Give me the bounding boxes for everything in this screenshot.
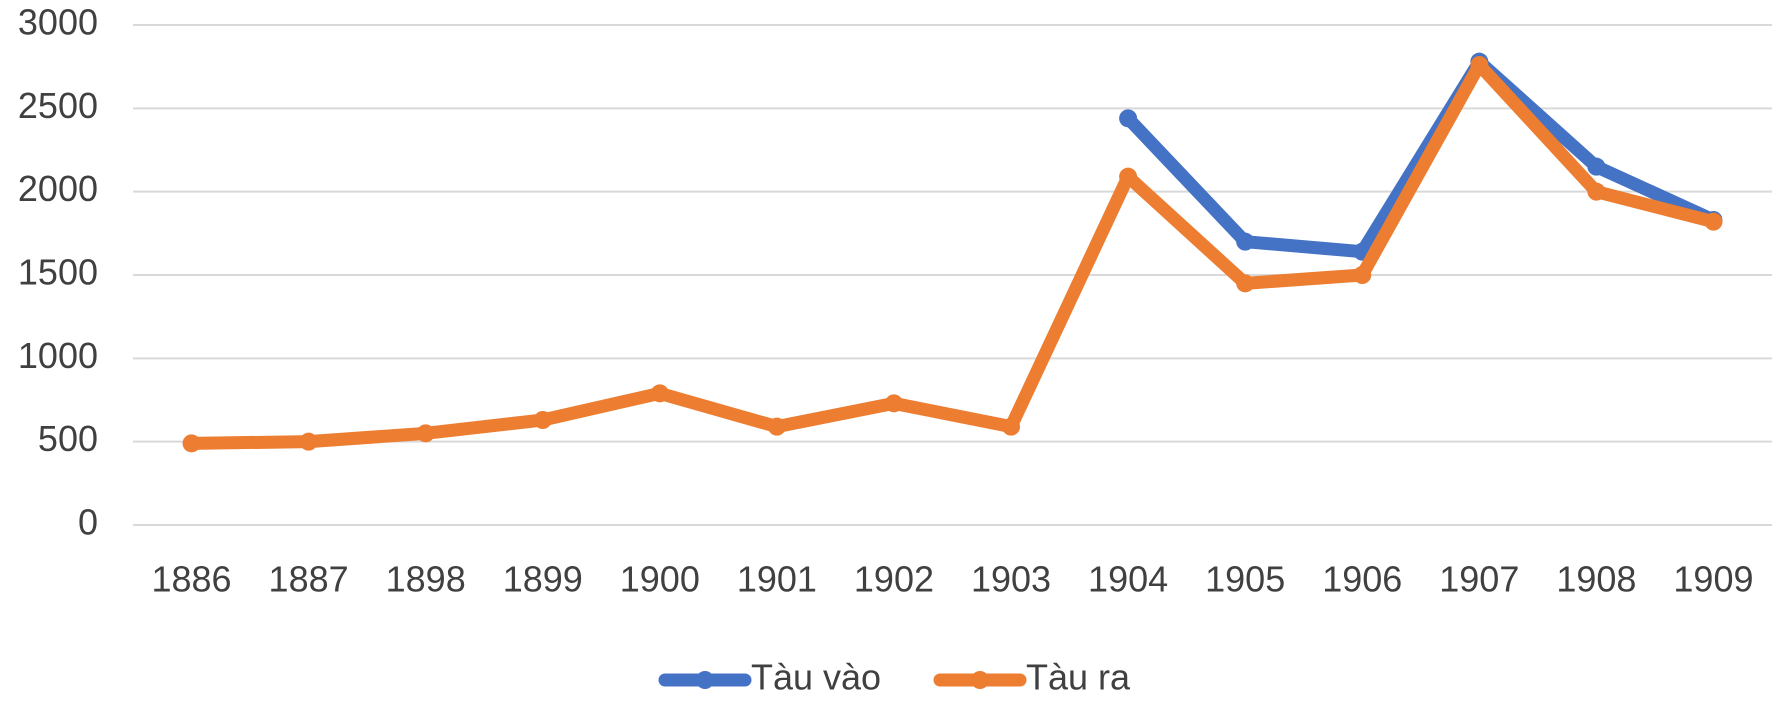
- data-point: [182, 434, 201, 453]
- data-point: [650, 384, 669, 403]
- data-point: [1470, 56, 1489, 74]
- data-point: [1002, 417, 1021, 436]
- x-tick-label: 1906: [1322, 559, 1402, 600]
- x-tick-label: 1887: [269, 559, 349, 600]
- x-tick-label: 1902: [854, 559, 934, 600]
- x-tick-label: 1907: [1439, 559, 1519, 600]
- data-point: [299, 432, 318, 451]
- x-tick-label: 1903: [971, 559, 1051, 600]
- legend-marker: [696, 671, 714, 689]
- x-tick-label: 1901: [737, 559, 817, 600]
- x-tick-label: 1899: [503, 559, 583, 600]
- x-tick-label: 1909: [1673, 559, 1753, 600]
- data-point: [1587, 157, 1606, 176]
- data-point: [884, 394, 903, 413]
- legend-label: Tàu ra: [1026, 657, 1131, 698]
- data-point: [1704, 212, 1723, 231]
- x-tick-label: 1905: [1205, 559, 1285, 600]
- data-point: [416, 424, 435, 443]
- series-line: [185, 58, 1720, 450]
- x-tick-label: 1898: [386, 559, 466, 600]
- data-point: [1587, 182, 1606, 201]
- data-point: [1119, 167, 1138, 186]
- legend-label: Tàu vào: [751, 657, 881, 698]
- y-tick-label: 1500: [18, 252, 98, 293]
- x-tick-label: 1886: [151, 559, 231, 600]
- y-tick-label: 3000: [18, 2, 98, 43]
- x-tick-label: 1904: [1088, 559, 1168, 600]
- x-tick-label: 1908: [1556, 559, 1636, 600]
- data-point: [767, 417, 786, 436]
- y-tick-label: 500: [38, 418, 98, 459]
- x-tick-label: 1900: [620, 559, 700, 600]
- data-point: [1236, 232, 1255, 251]
- y-tick-label: 1000: [18, 335, 98, 376]
- y-tick-label: 0: [78, 502, 98, 543]
- y-tick-label: 2500: [18, 85, 98, 126]
- y-tick-label: 2000: [18, 168, 98, 209]
- data-point: [533, 411, 552, 429]
- data-point: [1353, 266, 1372, 284]
- legend-marker: [971, 671, 989, 689]
- data-point: [1119, 109, 1138, 128]
- data-point: [1236, 274, 1255, 293]
